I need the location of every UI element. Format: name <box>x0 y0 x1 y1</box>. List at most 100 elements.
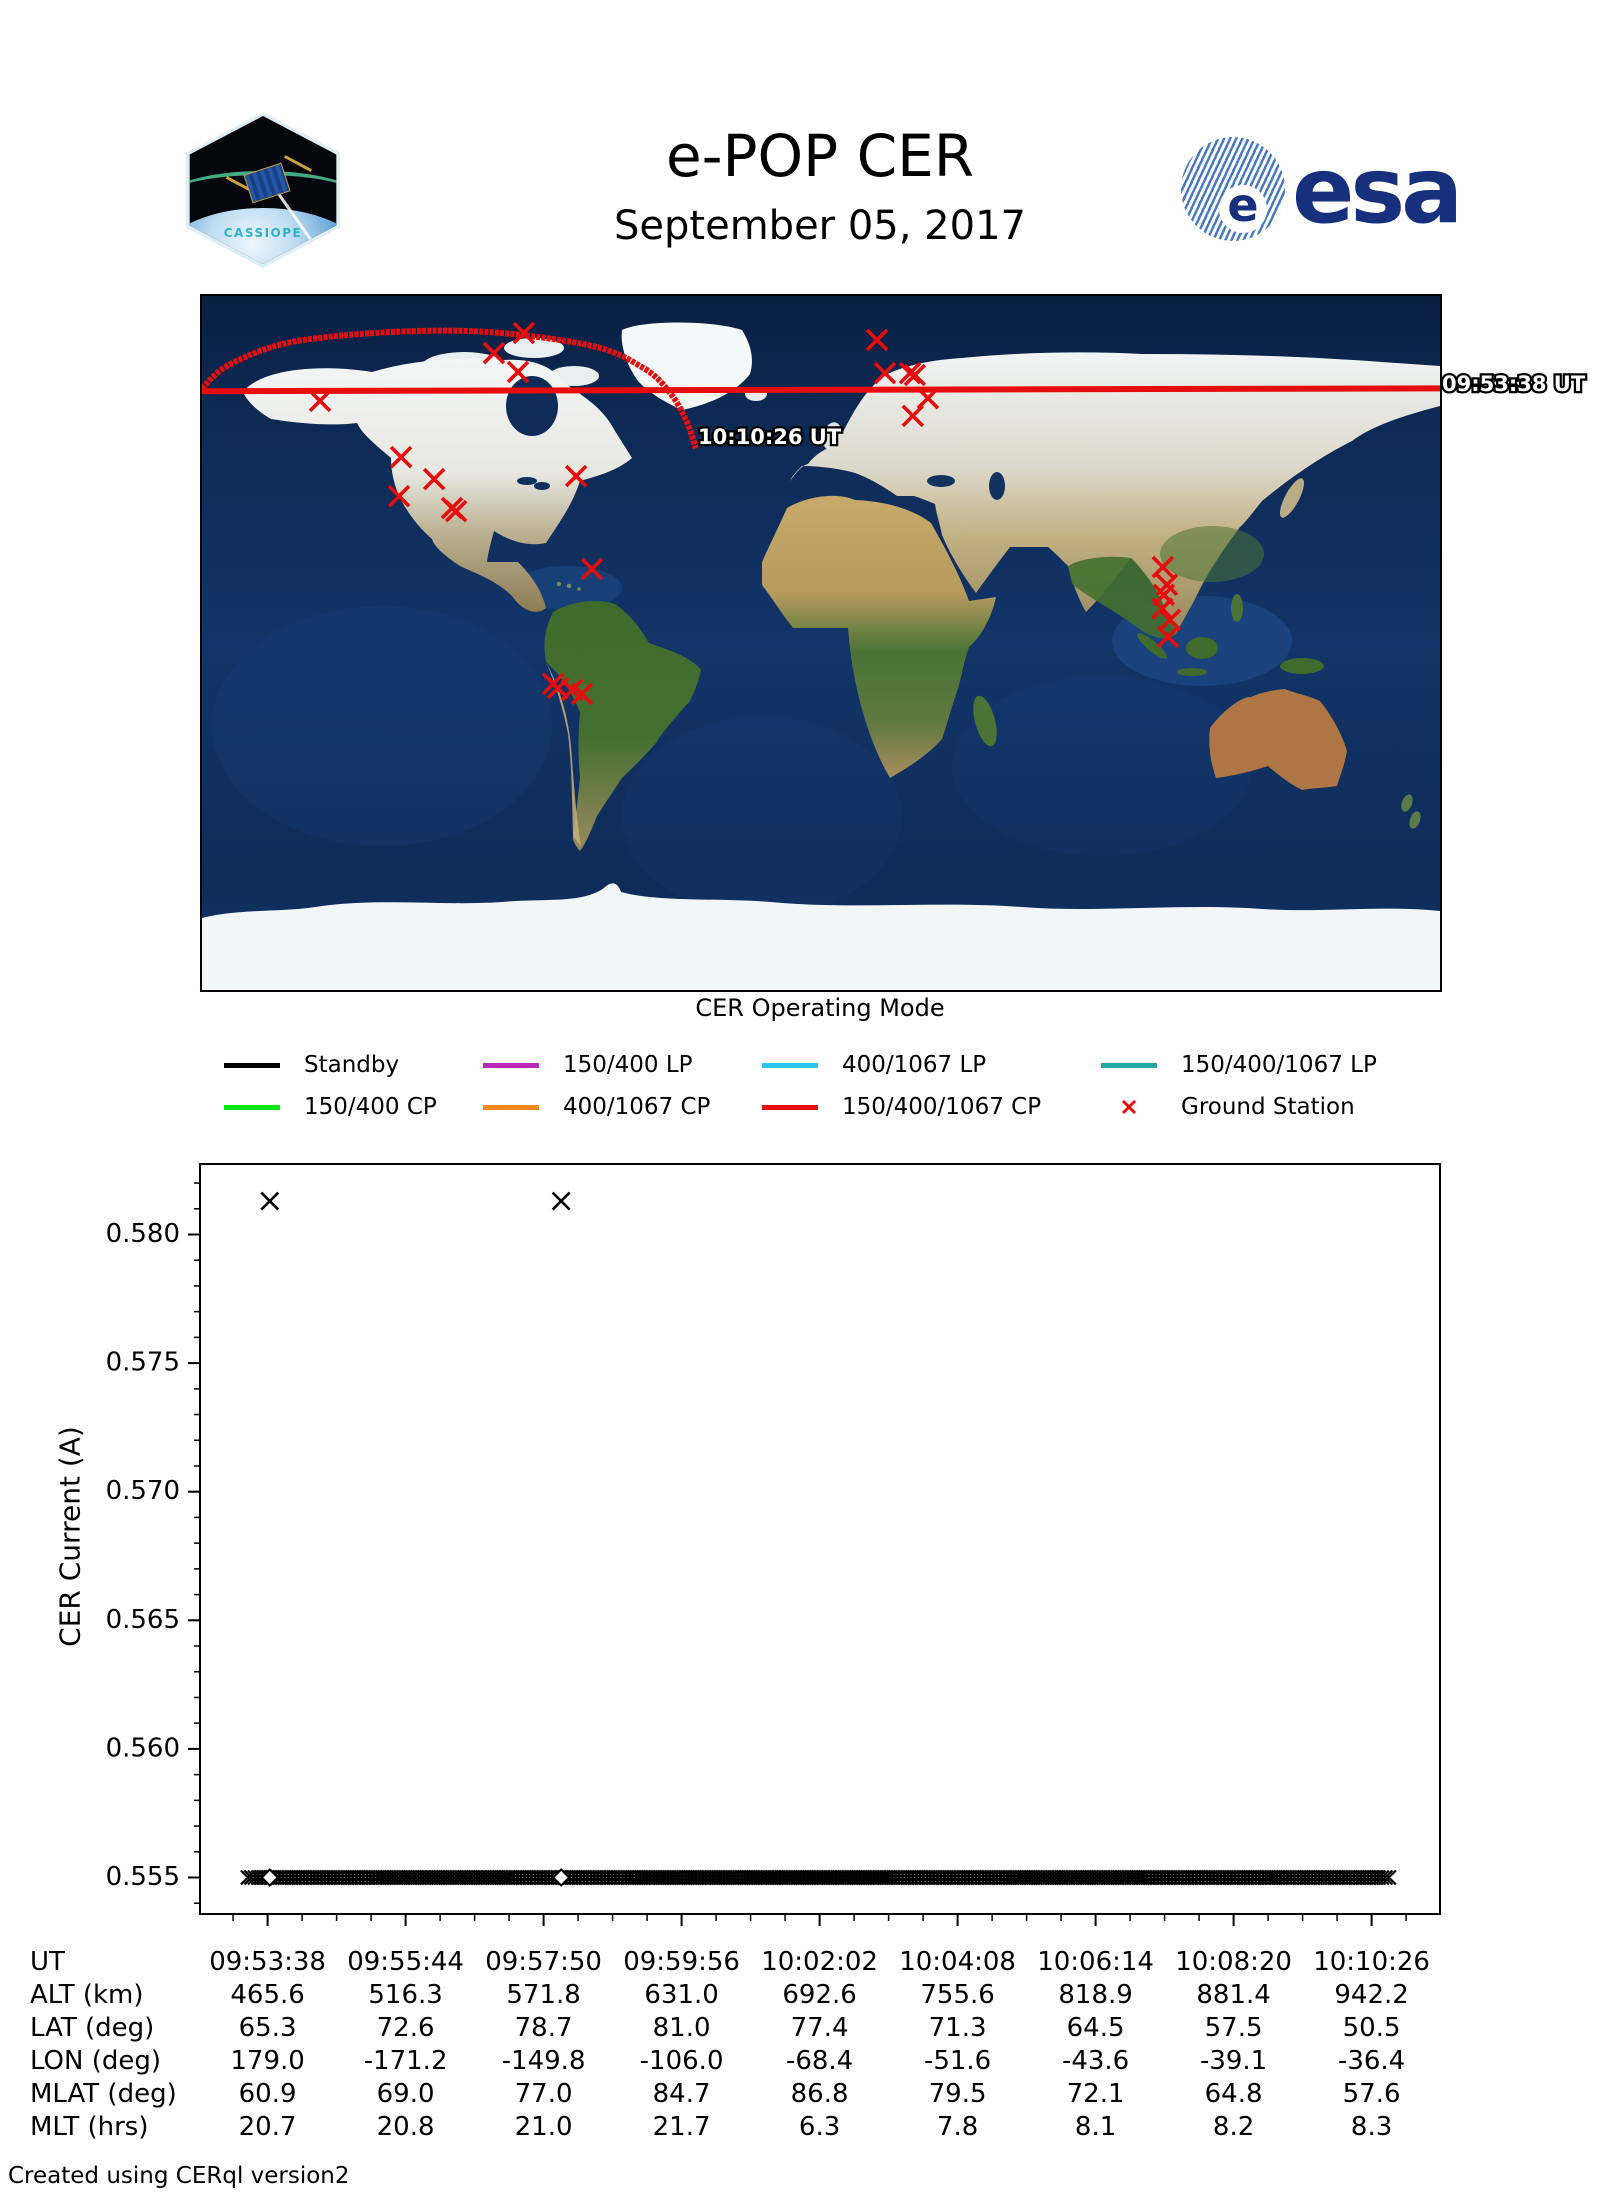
table-cell: 942.2 <box>1334 1980 1409 2010</box>
ground-station-x-icon <box>865 328 889 352</box>
table-cell: -68.4 <box>785 2046 854 2076</box>
table-cell: 09:53:38 <box>209 1947 326 1977</box>
legend-item-label: 150/400 LP <box>563 1052 693 1078</box>
legend-item: Standby <box>224 1052 400 1078</box>
ground-station-x-icon <box>482 341 506 365</box>
ground-station-markers <box>308 321 1182 706</box>
ground-station-x-icon <box>898 361 922 385</box>
ground-station-x-icon <box>308 389 332 413</box>
table-cell: 692.6 <box>782 1980 857 2010</box>
y-tick-label: 0.570 <box>106 1476 180 1506</box>
table-cell: 818.9 <box>1058 1980 1133 2010</box>
y-tick-label: 0.565 <box>106 1605 180 1635</box>
table-cell: 8.3 <box>1350 2112 1393 2142</box>
legend-item: Ground Station <box>1101 1094 1355 1120</box>
ocean-highlights-art <box>212 566 1292 916</box>
legend-line-sample <box>483 1062 539 1068</box>
table-cell: 21.0 <box>514 2112 573 2142</box>
legend-item-label: Standby <box>304 1052 400 1078</box>
table-row-label: MLT (hrs) <box>30 2112 149 2142</box>
ground-station-x-icon <box>387 484 411 508</box>
ground-station-x-icon <box>1150 597 1174 620</box>
legend-line-sample <box>224 1104 280 1110</box>
track-start-stub <box>202 385 1440 395</box>
table-cell: 81.0 <box>652 2013 711 2043</box>
table-cell: -171.2 <box>363 2046 448 2076</box>
table-cell: 09:57:50 <box>485 1947 602 1977</box>
legend-line-sample <box>1101 1062 1157 1068</box>
y-tick-label: 0.580 <box>106 1219 180 1249</box>
table-cell: 8.1 <box>1074 2112 1117 2142</box>
ground-station-x-icon <box>389 445 413 469</box>
legend-item: 150/400 CP <box>224 1094 437 1120</box>
table-cell: 60.9 <box>238 2079 297 2109</box>
spike-x-marker <box>551 1191 571 1211</box>
legend-item: 150/400/1067 LP <box>1101 1052 1377 1078</box>
table-cell: 65.3 <box>238 2013 297 2043</box>
table-cell: 631.0 <box>644 1980 719 2010</box>
table-cell: 84.7 <box>652 2079 711 2109</box>
ground-station-x-icon <box>506 360 530 384</box>
satellite-ground-track <box>202 327 1440 450</box>
footer-credit: Created using CERql version2 <box>8 2163 350 2189</box>
ground-station-x-icon <box>916 386 940 410</box>
table-cell: 50.5 <box>1342 2013 1401 2043</box>
table-cell: 516.3 <box>368 1980 443 2010</box>
table-cell: 64.8 <box>1204 2079 1263 2109</box>
legend-item-label: 150/400/1067 CP <box>842 1094 1042 1120</box>
cassiope-label: CASSIOPE <box>223 226 303 241</box>
table-row-label: MLAT (deg) <box>30 2079 177 2109</box>
ground-station-x-icon <box>1101 1097 1157 1118</box>
table-cell: 57.5 <box>1204 2013 1263 2043</box>
ground-station-x-icon <box>580 557 604 581</box>
ground-station-x-icon <box>1156 625 1180 649</box>
table-cell: 7.8 <box>936 2112 979 2142</box>
ground-station-x-icon <box>873 361 897 385</box>
map-start-time: 09:53:38 UT <box>1440 370 1588 399</box>
table-cell: -51.6 <box>923 2046 992 2076</box>
table-cell: -36.4 <box>1337 2046 1406 2076</box>
esa-logo: esa <box>1292 137 1463 244</box>
table-cell: -39.1 <box>1199 2046 1268 2076</box>
legend-item-label: 400/1067 CP <box>563 1094 711 1120</box>
table-cell: 09:55:44 <box>347 1947 464 1977</box>
table-cell: 21.7 <box>652 2112 711 2142</box>
table-cell: 71.3 <box>928 2013 987 2043</box>
ground-station-x-icon <box>901 404 925 428</box>
table-cell: 64.5 <box>1066 2013 1125 2043</box>
legend-item: 400/1067 CP <box>483 1094 711 1120</box>
table-row-label: LAT (deg) <box>30 2013 155 2043</box>
table-cell: 09:59:56 <box>623 1947 740 1977</box>
table-cell: 79.5 <box>928 2079 987 2109</box>
y-axis-label: CER Current (A) <box>53 1426 87 1647</box>
legend-item-label: Ground Station <box>1181 1094 1355 1120</box>
chart-axes: 0.555 0.560 0.565 0.570 0.575 0.580 <box>106 1163 1441 1926</box>
track-path <box>202 327 699 450</box>
table-cell: 57.6 <box>1342 2079 1401 2109</box>
table-cell: 755.6 <box>920 1980 995 2010</box>
table-cell: 78.7 <box>514 2013 573 2043</box>
table-row-label: LON (deg) <box>30 2046 162 2076</box>
eurasia-art <box>790 352 1440 639</box>
australia-art <box>1209 689 1347 790</box>
ground-station-x-icon <box>444 499 468 523</box>
ground-station-x-icon <box>564 464 588 488</box>
legend-line-sample <box>762 1062 818 1068</box>
map-end-time-label: 10:10:26 UT <box>698 425 842 449</box>
table-cell: 72.1 <box>1066 2079 1125 2109</box>
table-cell: 10:08:20 <box>1175 1947 1292 1977</box>
ground-station-x-icon <box>903 363 927 387</box>
world-map-canvas <box>202 296 1440 990</box>
y-tick-label: 0.555 <box>106 1862 180 1892</box>
legend-item: 150/400/1067 CP <box>762 1094 1042 1120</box>
esa-globe-icon: e <box>1181 137 1285 241</box>
legend-item-label: 150/400/1067 LP <box>1181 1052 1377 1078</box>
ground-station-x-icon <box>570 682 594 706</box>
plot-frame <box>199 1163 1441 1915</box>
table-cell: 10:02:02 <box>761 1947 878 1977</box>
table-cell: 20.8 <box>376 2112 435 2142</box>
gap-diamond-marker <box>260 1868 280 1887</box>
legend-line-sample <box>483 1104 539 1110</box>
cer-current-chart: 0.555 0.560 0.565 0.570 0.575 0.580 <box>106 1163 1441 1926</box>
